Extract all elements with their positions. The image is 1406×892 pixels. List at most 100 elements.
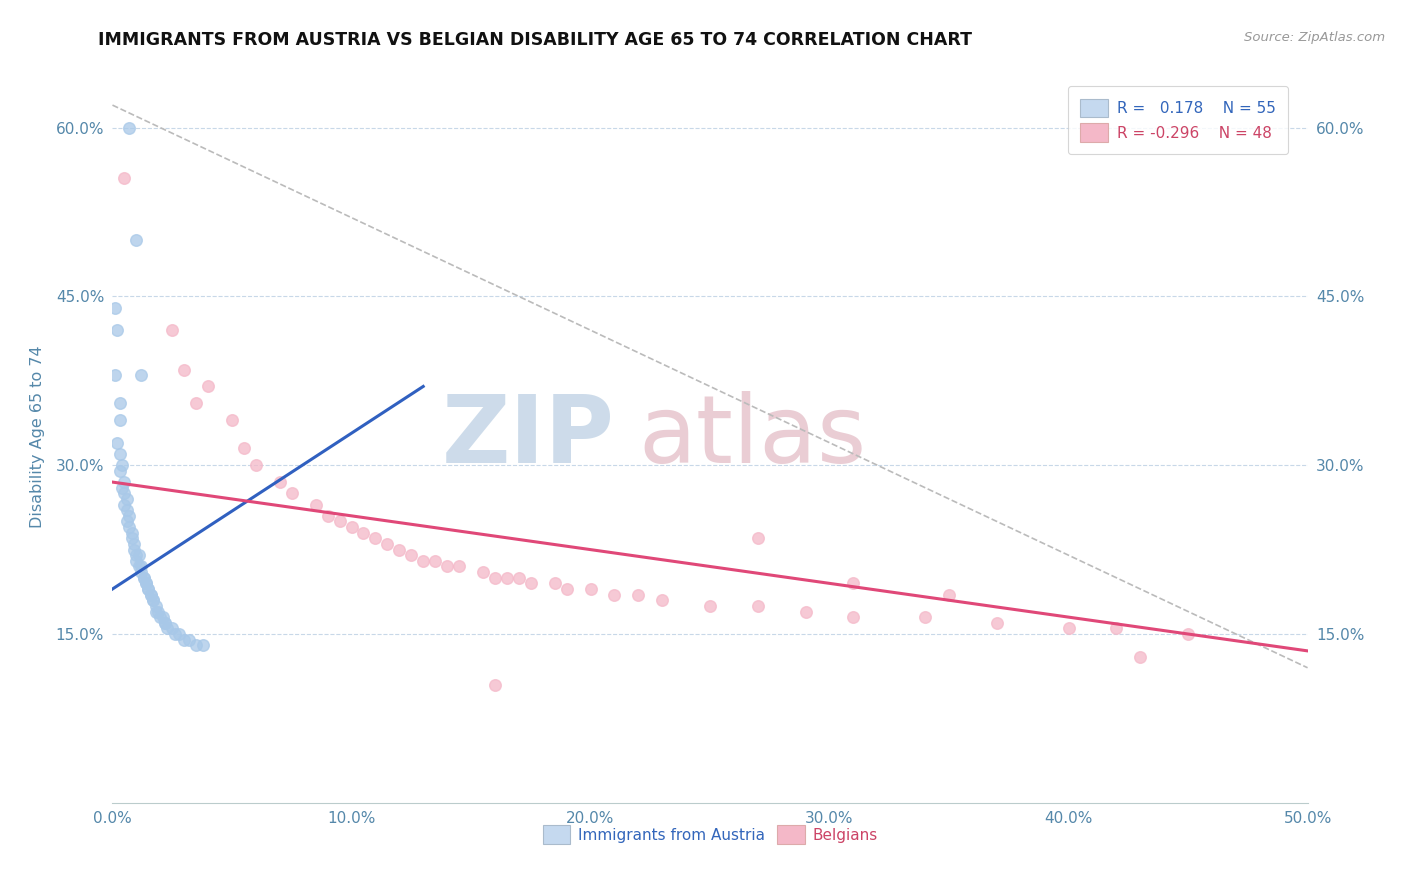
Point [105,323,128,337]
Point [114,475,135,489]
Point [114,486,135,500]
Point [129,368,152,383]
Y-axis label: Disability Age 65 to 74: Disability Age 65 to 74 [30,346,45,528]
Point [111,458,134,473]
Point [125,233,148,247]
Point [1105,621,1128,635]
Point [122,537,145,551]
Point [555,582,578,596]
Point [436,559,458,574]
Point [281,486,304,500]
Point [111,481,134,495]
Point [115,503,138,517]
Point [579,582,602,596]
Point [129,565,152,579]
Point [352,525,374,540]
Point [121,525,143,540]
Point [177,632,200,647]
Point [128,559,150,574]
Point [388,542,411,557]
Point [149,610,172,624]
Point [145,599,167,613]
Point [128,548,150,562]
Point [153,615,176,630]
Point [412,554,434,568]
Point [401,548,423,562]
Point [245,458,267,473]
Point [118,520,141,534]
Point [162,621,183,635]
Point [233,442,256,456]
Point [114,498,135,512]
Point [156,621,179,635]
Point [139,588,162,602]
Point [139,588,162,602]
Point [145,605,167,619]
Point [153,615,176,630]
Point [425,554,447,568]
Point [627,588,650,602]
Point [125,554,148,568]
Legend: Immigrants from Austria, Belgians: Immigrants from Austria, Belgians [537,819,883,850]
Point [447,559,470,574]
Text: atlas: atlas [638,391,866,483]
Point [152,610,174,624]
Point [603,588,626,602]
Point [118,508,141,523]
Point [162,323,183,337]
Point [132,571,155,585]
Point [269,475,291,489]
Point [1057,621,1080,635]
Point [108,464,131,478]
Point [316,508,339,523]
Point [104,368,127,383]
Point [108,413,131,427]
Point [114,171,135,186]
Point [104,301,127,315]
Point [142,593,165,607]
Point [186,396,208,410]
Point [794,605,817,619]
Text: ZIP: ZIP [441,391,614,483]
Point [135,576,157,591]
Point [115,515,138,529]
Point [138,582,160,596]
Point [938,588,960,602]
Point [108,396,131,410]
Point [132,571,155,585]
Point [115,491,138,506]
Point [329,515,352,529]
Point [472,565,495,579]
Point [520,576,543,591]
Point [122,542,145,557]
Point [484,678,506,692]
Point [305,498,328,512]
Text: Source: ZipAtlas.com: Source: ZipAtlas.com [1244,31,1385,45]
Point [129,559,152,574]
Point [914,610,936,624]
Point [377,537,399,551]
Text: IMMIGRANTS FROM AUSTRIA VS BELGIAN DISABILITY AGE 65 TO 74 CORRELATION CHART: IMMIGRANTS FROM AUSTRIA VS BELGIAN DISAB… [98,31,973,49]
Point [193,638,215,652]
Point [543,576,565,591]
Point [108,447,131,461]
Point [142,593,165,607]
Point [842,610,865,624]
Point [135,576,157,591]
Point [986,615,1008,630]
Point [163,627,186,641]
Point [747,532,769,546]
Point [364,532,387,546]
Point [651,593,673,607]
Point [1129,649,1152,664]
Point [221,413,243,427]
Point [121,532,143,546]
Point [496,571,519,585]
Point [146,605,169,619]
Point [340,520,363,534]
Point [138,582,160,596]
Point [197,379,219,393]
Point [125,548,148,562]
Point [842,576,865,591]
Point [508,571,530,585]
